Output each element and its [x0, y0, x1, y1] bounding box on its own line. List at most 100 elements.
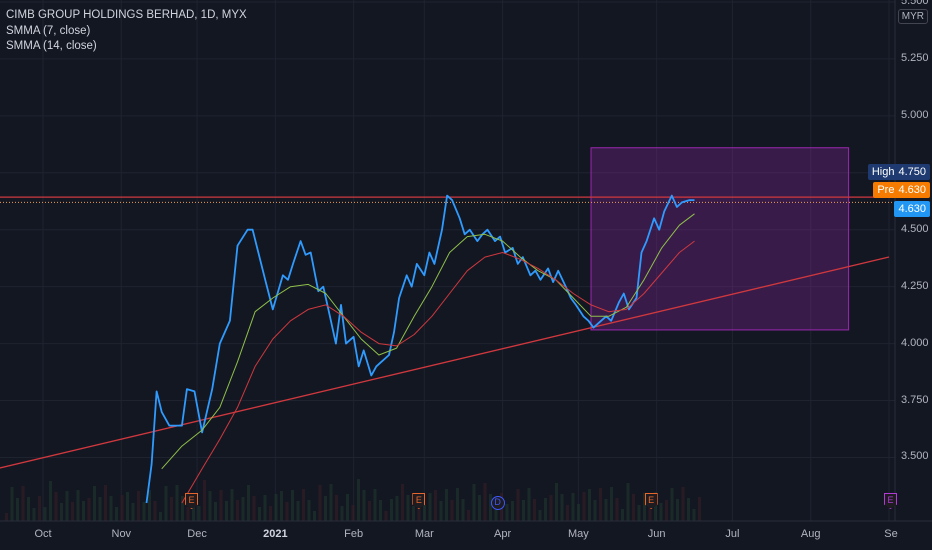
price-tick-label: 4.500	[901, 222, 929, 235]
volume-bar	[681, 487, 685, 521]
volume-bar	[274, 494, 278, 521]
price-tick-label: 4.250	[901, 279, 929, 292]
volume-bar	[192, 495, 195, 521]
volume-bar	[43, 507, 47, 521]
chart-legend: CIMB GROUP HOLDINGS BERHAD, 1D, MYX SMMA…	[6, 8, 247, 55]
volume-bar	[566, 505, 569, 521]
volume-bar	[379, 500, 382, 521]
dividend-icon[interactable]: D	[490, 496, 505, 510]
volume-bar	[676, 499, 679, 521]
pre-value: 4.630	[898, 184, 926, 196]
volume-bar	[373, 489, 377, 521]
series-smma14	[181, 240, 695, 504]
chart-grid	[0, 0, 895, 521]
volume-bar	[582, 492, 586, 521]
volume-bar	[76, 490, 80, 521]
volume-bar	[318, 485, 322, 521]
volume-bar	[368, 501, 371, 521]
volume-bar	[291, 490, 294, 521]
volume-bar	[445, 489, 448, 521]
volume-bar	[170, 497, 173, 521]
volume-bar	[621, 509, 624, 521]
volume-bar	[104, 485, 107, 521]
volume-bar	[478, 495, 481, 521]
volume-bar	[346, 494, 349, 521]
volume-bar	[60, 503, 63, 521]
volume-bar	[588, 489, 591, 521]
volume-bar	[412, 506, 415, 521]
volume-bar	[401, 484, 404, 521]
volume-bar	[610, 487, 613, 521]
volume-bar	[252, 496, 256, 521]
volume-bar	[560, 494, 564, 521]
volume-bar	[197, 506, 201, 521]
volume-bar	[593, 500, 597, 521]
volume-bar	[472, 484, 476, 521]
high-tag: High	[871, 166, 895, 178]
volume-bar	[241, 497, 245, 521]
volume-bar	[87, 498, 91, 521]
price-tick-label: 4.000	[901, 336, 929, 349]
volume-bar	[175, 485, 179, 521]
volume-bar	[65, 491, 69, 521]
volume-bar	[637, 505, 641, 521]
earnings-icon[interactable]: E	[185, 493, 199, 509]
volume-bar	[137, 491, 140, 521]
price-tick-label: 3.500	[901, 450, 929, 463]
volume-bar	[538, 510, 542, 521]
time-tick-label: Dec	[187, 528, 207, 540]
volume-bar	[27, 497, 30, 521]
chart-drawings[interactable]	[0, 147, 895, 476]
currency-button[interactable]: MYR	[897, 9, 928, 24]
time-tick-label: Nov	[111, 528, 132, 540]
volume-bar	[687, 498, 690, 521]
volume-bar	[384, 511, 388, 521]
pre-tag: Pre	[877, 184, 895, 196]
volume-bar	[489, 494, 492, 521]
legend-smma7[interactable]: SMMA (7, close)	[6, 24, 91, 37]
pre-price-label: Pre 4.630	[873, 182, 930, 198]
volume-bar	[16, 498, 19, 521]
legend-symbol[interactable]: CIMB GROUP HOLDINGS BERHAD, 1D, MYX	[6, 9, 247, 21]
volume-bar	[142, 502, 146, 521]
volume-bar	[450, 500, 454, 521]
volume-bar	[219, 490, 223, 521]
volume-bar	[604, 499, 608, 521]
volume-bar	[54, 492, 58, 521]
volume-bar	[153, 501, 157, 521]
legend-smma14[interactable]: SMMA (14, close)	[6, 40, 97, 52]
last-value: 4.630	[898, 203, 926, 215]
volume-bar	[159, 512, 162, 521]
volume-bar	[692, 509, 696, 521]
volume-bar	[505, 504, 509, 521]
volume-bar	[32, 508, 36, 521]
volume-bar	[511, 501, 514, 521]
volume-bar	[533, 499, 536, 521]
time-tick-label: Feb	[344, 528, 364, 540]
time-tick-label: Jul	[725, 528, 740, 540]
earnings-icon[interactable]: E	[644, 493, 658, 509]
volume-bar	[362, 490, 366, 521]
volume-bar	[670, 488, 674, 521]
volume-bar	[461, 499, 465, 521]
volume-bar	[494, 505, 498, 521]
volume-bar	[648, 504, 652, 521]
volume-bar	[109, 496, 113, 521]
volume-bar	[98, 497, 102, 521]
earnings-icon[interactable]: E	[412, 493, 426, 509]
volume-bar	[208, 491, 212, 521]
volume-bar	[214, 502, 217, 521]
volume-bar	[93, 486, 96, 521]
volume-bars	[5, 479, 701, 521]
price-tick-label: 5.000	[901, 108, 929, 121]
volume-bar	[654, 492, 657, 521]
volume-bar	[324, 496, 327, 521]
earnings-icon[interactable]: E	[884, 493, 897, 509]
volume-bar	[263, 495, 267, 521]
volume-bar	[555, 483, 558, 521]
volume-bar	[280, 491, 283, 521]
volume-bar	[115, 507, 118, 521]
price-tick-label: 3.750	[901, 393, 929, 406]
volume-bar	[544, 498, 547, 521]
